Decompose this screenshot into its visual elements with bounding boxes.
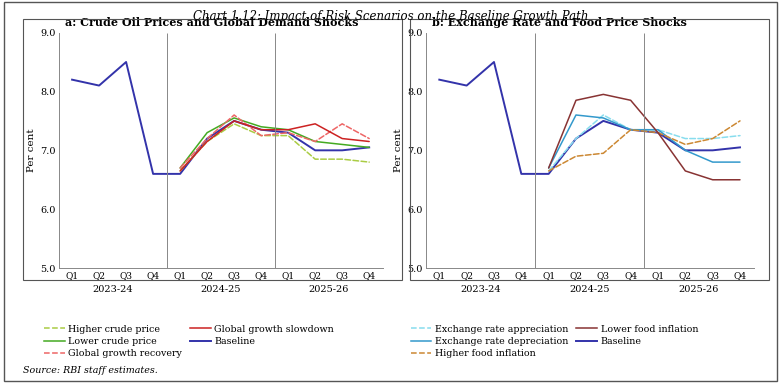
- Legend: Exchange rate appreciation, Exchange rate depreciation, Higher food inflation, L: Exchange rate appreciation, Exchange rat…: [411, 325, 698, 358]
- Legend: Higher crude price, Lower crude price, Global growth recovery, Global growth slo: Higher crude price, Lower crude price, G…: [44, 325, 334, 358]
- Text: b: Exchange Rate and Food Price Shocks: b: Exchange Rate and Food Price Shocks: [432, 16, 687, 28]
- Text: 2025-26: 2025-26: [308, 285, 349, 294]
- Text: 2023-24: 2023-24: [92, 285, 133, 294]
- Text: Chart 1.12: Impact of Risk Scenarios on the Baseline Growth Path: Chart 1.12: Impact of Risk Scenarios on …: [193, 10, 588, 23]
- Text: 2023-24: 2023-24: [460, 285, 501, 294]
- Y-axis label: Per cent: Per cent: [27, 129, 36, 172]
- Text: Source: RBI staff estimates.: Source: RBI staff estimates.: [23, 366, 159, 375]
- Y-axis label: Per cent: Per cent: [394, 129, 403, 172]
- Text: 2025-26: 2025-26: [679, 285, 719, 294]
- Text: 2024-25: 2024-25: [569, 285, 610, 294]
- Text: 2024-25: 2024-25: [201, 285, 241, 294]
- Text: a: Crude Oil Prices and Global Demand Shocks: a: Crude Oil Prices and Global Demand Sh…: [65, 16, 358, 28]
